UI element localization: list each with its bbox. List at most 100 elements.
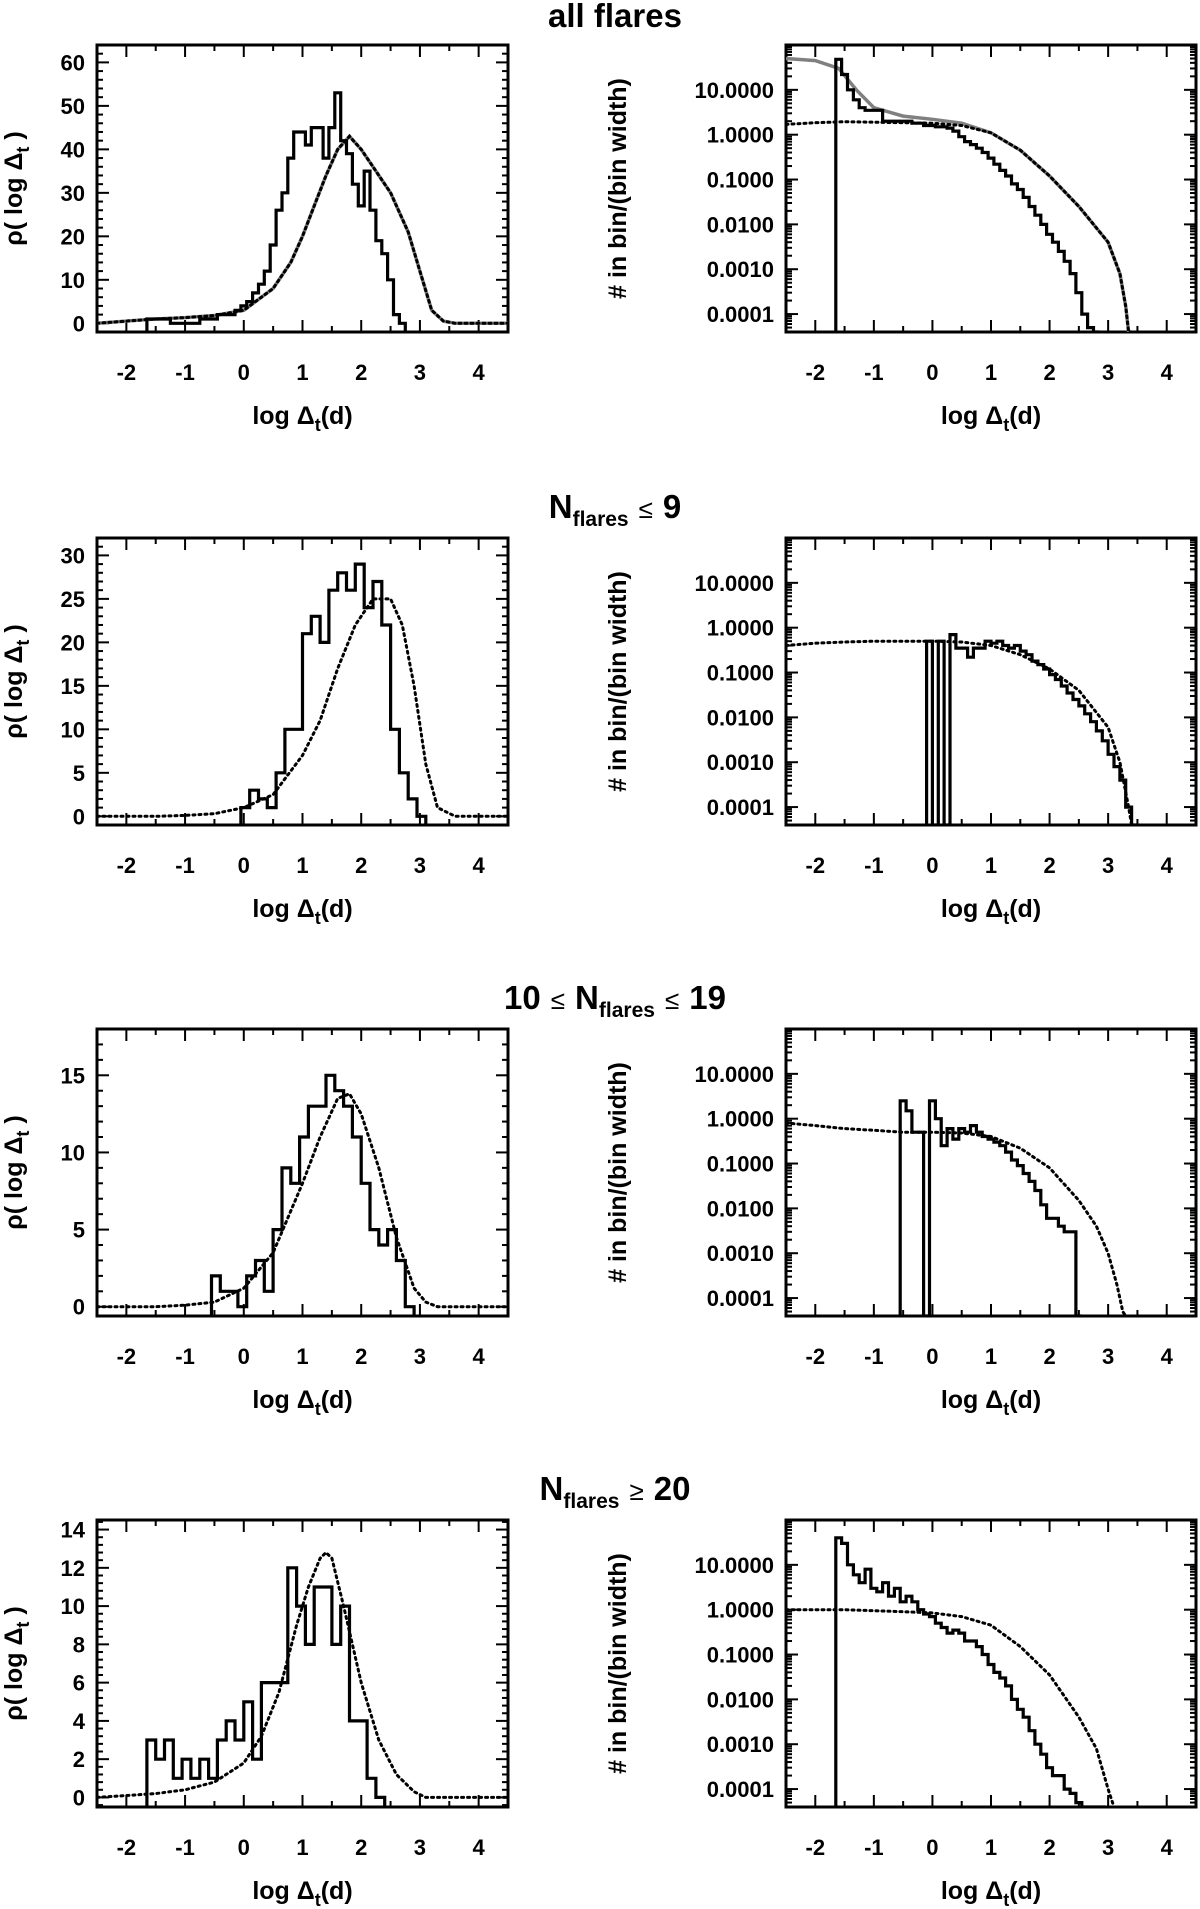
x-tick-label: 3	[414, 853, 426, 878]
histogram	[239, 562, 428, 825]
x-axis-label-main: log Δ	[941, 402, 1003, 430]
plot-area	[786, 56, 1134, 332]
x-axis-label-main: log Δ	[941, 895, 1003, 923]
row-title-value: 19	[689, 979, 726, 1016]
x-axis-label-sub: t	[315, 1890, 321, 1909]
x-tick-label: 1	[296, 853, 308, 878]
x-tick-label: 0	[238, 853, 250, 878]
x-axis-label-main: log Δ	[941, 1877, 1003, 1905]
y-tick-label: 20	[61, 630, 85, 655]
x-tick-label: 1	[985, 360, 997, 385]
y-tick-label: 1.0000	[707, 1598, 774, 1623]
plot-frame	[784, 1027, 1198, 1318]
fit-line-dotted	[97, 1091, 508, 1309]
row-title-nflares-ge-20: Nflares ≥20	[540, 1470, 691, 1513]
x-axis-label-main: log Δ	[252, 402, 314, 430]
plot-area	[97, 1550, 508, 1807]
x-tick-label: 0	[926, 1835, 938, 1860]
histogram	[834, 57, 1100, 332]
x-tick-label: -2	[117, 1835, 137, 1860]
row-title-prefix: 10	[504, 979, 541, 1016]
y-axis-label-sub: t	[13, 1131, 33, 1137]
x-tick-label: 3	[414, 1835, 426, 1860]
y-tick-label: 0.0100	[707, 705, 774, 730]
y-tick-label: 0	[73, 1295, 85, 1320]
histogram	[145, 91, 407, 332]
x-tick-label: -2	[806, 1835, 826, 1860]
panel-3: -2 -1 0 1 2 3 4 0.0001 0.0010 0.0100 0.1000 1.0000 1…	[604, 536, 1198, 928]
y-axis-label-sub: t	[13, 1622, 33, 1628]
x-tick-label: 0	[926, 360, 938, 385]
y-axis-label-main: ρ( log Δ	[0, 1137, 28, 1230]
y-tick-label: 60	[61, 50, 85, 75]
x-tick-label: -2	[117, 853, 137, 878]
y-tick-label: 0.0010	[707, 1241, 774, 1266]
y-tick-label: 0.1000	[707, 661, 774, 686]
y-tick-label: 0.0010	[707, 750, 774, 775]
y-tick-label: 10	[61, 1594, 85, 1619]
x-axis-label-unit: (d)	[321, 895, 353, 923]
x-tick-label: -2	[806, 1344, 826, 1369]
x-tick-label: 2	[1043, 360, 1055, 385]
row-title-n: N	[540, 1470, 564, 1507]
x-axis-label-unit: (d)	[1009, 895, 1041, 923]
x-tick-label: 1	[985, 1835, 997, 1860]
histogram	[898, 1099, 1082, 1316]
y-tick-label: 0.1000	[707, 1152, 774, 1177]
row-title-value: 9	[663, 488, 681, 525]
y-axis-label-close: )	[0, 624, 28, 639]
x-tick-label: -1	[864, 1835, 884, 1860]
x-tick-label: 3	[1102, 853, 1114, 878]
y-tick-label: 10.0000	[694, 78, 774, 103]
fit-line-solid	[786, 56, 1132, 332]
row-title-op: ≥	[629, 1476, 643, 1506]
y-axis-label: ρ( log Δt )	[0, 131, 33, 245]
y-axis-label: # in bin/(bin width)	[604, 78, 632, 299]
x-axis-label-sub: t	[1003, 415, 1009, 435]
x-tick-label: 1	[296, 1835, 308, 1860]
x-tick-label: 4	[473, 1344, 486, 1369]
x-axis-label-unit: (d)	[321, 1877, 353, 1905]
x-tick-label: 0	[926, 1344, 938, 1369]
y-tick-label: 5	[73, 1218, 85, 1243]
histogram	[834, 1536, 1106, 1807]
fit-line-dotted	[97, 597, 508, 818]
y-axis-label-main: ρ( log Δ	[0, 1628, 28, 1721]
x-axis-label-main: log Δ	[941, 1386, 1003, 1414]
plot-area	[97, 562, 508, 825]
x-tick-label: -1	[864, 360, 884, 385]
x-tick-label: 3	[1102, 1344, 1114, 1369]
plot-frame	[95, 1027, 510, 1318]
fit-line-dotted	[786, 1121, 1128, 1316]
fit-line-dotted	[97, 1550, 508, 1799]
x-axis-label: log Δt(d)	[941, 402, 1041, 435]
x-tick-label: -2	[806, 853, 826, 878]
x-tick-label: 4	[473, 1835, 486, 1860]
x-axis-label: log Δt(d)	[252, 1386, 352, 1419]
x-axis-label-unit: (d)	[321, 402, 353, 430]
plot-area	[97, 91, 508, 332]
y-tick-label: 10	[61, 1140, 85, 1165]
x-tick-label: -1	[175, 1344, 195, 1369]
x-tick-label: -1	[864, 853, 884, 878]
fit-line-dotted	[786, 1608, 1116, 1807]
x-tick-label: 1	[985, 853, 997, 878]
x-axis-label: log Δt(d)	[941, 1877, 1041, 1909]
x-axis-label-sub: t	[315, 1399, 321, 1419]
x-tick-label: 4	[1161, 360, 1174, 385]
row-title-pre-op: ≤	[551, 985, 565, 1015]
x-tick-label: -2	[117, 360, 137, 385]
y-tick-label: 0.0100	[707, 1687, 774, 1712]
y-tick-label: 0	[73, 1785, 85, 1810]
x-tick-label: -2	[806, 360, 826, 385]
row-title-nflares-le-9: Nflares ≤9	[549, 488, 682, 531]
x-tick-label: 2	[1043, 1835, 1055, 1860]
plot-frame	[784, 536, 1198, 827]
plot-frame	[95, 43, 510, 334]
row-title-n: N	[549, 488, 573, 525]
histogram	[145, 1566, 387, 1807]
